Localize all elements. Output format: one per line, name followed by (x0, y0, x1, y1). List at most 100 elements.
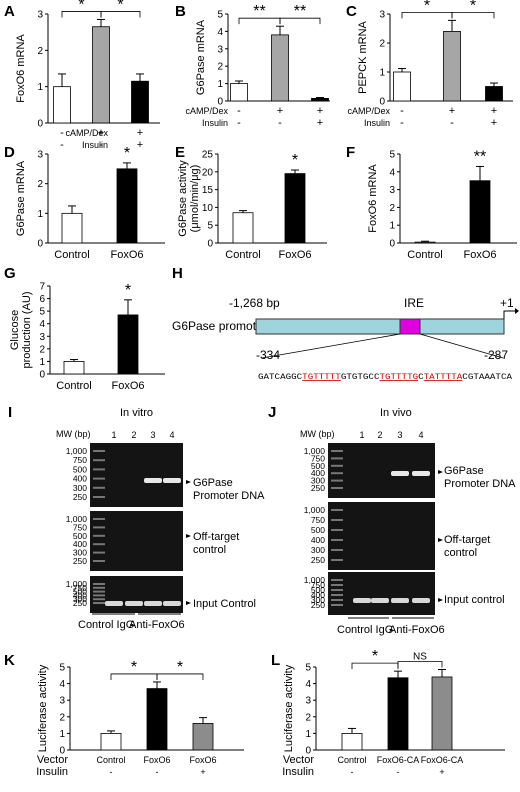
condition-value: + (200, 767, 205, 777)
condition-value: + (317, 117, 323, 129)
arrow-icon (438, 598, 443, 602)
gel-label-2b: control (193, 544, 226, 556)
gel-images: 1,0007505004003002501,000750500400300250… (304, 443, 443, 615)
y-tick-label: 0 (389, 239, 395, 250)
ladder-band (93, 594, 105, 597)
condition-value: + (277, 105, 283, 117)
y-axis-label: G6Pase activity (177, 160, 189, 237)
y-axis-label: Luciferase activity (37, 664, 49, 752)
y-tick-label: 2 (217, 62, 223, 73)
group-label-2: Anti-FoxO6 (389, 624, 445, 636)
mw-label: MW (bp) (56, 429, 91, 439)
ladder-label: 250 (73, 556, 87, 566)
lane-number: 1 (359, 430, 364, 440)
bar (387, 677, 409, 751)
condition-value: + (439, 767, 444, 777)
gel-label-2b: control (444, 547, 477, 559)
sequence-segment: GATCAGGC (258, 373, 302, 382)
significance-mark: ** (294, 3, 306, 20)
dna-band (163, 478, 181, 483)
y-tick-label: 2 (37, 46, 43, 57)
group-label-1: Control IgG (337, 624, 393, 636)
y-tick-label: 4 (389, 167, 395, 178)
ladder-label: 500 (73, 587, 87, 597)
ladder-label: 500 (311, 585, 325, 595)
gel-image (90, 576, 183, 613)
ladder-label: 750 (73, 583, 87, 593)
bar (431, 676, 453, 751)
condition-value: FoxO6 (189, 755, 216, 765)
y-tick-label: 3 (37, 150, 43, 161)
ladder-band (93, 534, 105, 537)
tss-arrowhead (515, 308, 519, 314)
ladder-band (331, 479, 343, 482)
promoter-start-label: -1,268 bp (229, 296, 280, 310)
y-tick-label: 2 (37, 179, 43, 190)
significance-mark: ** (474, 148, 486, 165)
condition-value: - (60, 139, 64, 151)
condition-value: - (237, 117, 241, 129)
ladder-label: 250 (311, 483, 325, 493)
gel-label-1b: Promoter DNA (193, 490, 265, 502)
ladder-band (331, 464, 343, 467)
y-tick-label: 5 (207, 221, 213, 232)
significance-mark: * (124, 145, 130, 162)
significance-bracket (451, 11, 495, 19)
panel-letter-a: A (4, 3, 15, 20)
ladder-band (93, 459, 105, 462)
y-tick-label: 4 (305, 679, 311, 690)
ladder-label: 1,000 (66, 514, 88, 524)
bar (232, 212, 254, 244)
ladder-label: 500 (311, 461, 325, 471)
arrow-icon (438, 538, 443, 542)
gel-image (90, 511, 183, 571)
significance-mark: * (125, 282, 131, 299)
ladder-label: 400 (73, 539, 87, 549)
y-tick-label: 1 (39, 357, 45, 368)
x-category-label: Control (56, 380, 91, 392)
ladder-band (331, 559, 343, 561)
bar (469, 180, 491, 244)
ladder-label: 1,000 (66, 446, 88, 456)
condition-row-label: cAMP/Dex (347, 106, 390, 116)
chart-panel-f: 0 1 2 3 4 5 FoxO6 mRNA ** Control FoxO6 (367, 148, 517, 261)
condition-value: Control (96, 755, 125, 765)
ladder-label: 400 (311, 535, 325, 545)
gel-label-3: Input Control (193, 598, 256, 610)
ladder-label: 400 (73, 474, 87, 484)
y-axis-label: FoxO6 mRNA (367, 164, 379, 233)
promoter-diagram: -1,268 bp IRE +1 G6Pase promoter -334 -2… (172, 296, 519, 382)
condition-value: - (60, 127, 64, 139)
condition-value: + (137, 127, 143, 139)
significance-bracket (279, 17, 321, 25)
ladder-band (331, 584, 343, 586)
chart-panel-g: 0 1 23 45 67 Glucose production (AU) * Control Fo… (9, 282, 165, 392)
y-tick-label: 15 (202, 185, 214, 196)
condition-row-label: Insulin (282, 766, 314, 778)
y-tick-label: 25 (202, 150, 214, 161)
promoter-name-label: G6Pase promoter (172, 319, 267, 333)
y-tick-label: 1 (37, 209, 43, 220)
ladder-label: 750 (73, 522, 87, 532)
significance-bracket (156, 673, 204, 680)
group-label-1: Control IgG (78, 619, 134, 631)
arrow-icon (438, 470, 443, 474)
dna-band (144, 478, 162, 483)
y-tick-label: 2 (379, 39, 385, 50)
arrow-icon (186, 534, 191, 538)
condition-row-label: cAMP/Dex (65, 128, 108, 138)
y-axis-label: G6Pase mRNA (195, 19, 207, 95)
ladder-label: 1,000 (304, 575, 326, 585)
y-tick-label: 2 (59, 712, 65, 723)
condition-value: - (450, 117, 454, 129)
y-tick-label: 4 (59, 679, 65, 690)
dna-band (163, 601, 181, 606)
sequence-segment: CGTAAATCA (462, 373, 512, 382)
x-category-label: FoxO6 (278, 249, 311, 261)
ladder-band (93, 468, 105, 471)
ladder-band (331, 589, 343, 591)
chart-panel-d: 0 1 2 3 G6Pase mRNA * Control FoxO6 (15, 145, 165, 261)
ladder-band (331, 519, 343, 521)
